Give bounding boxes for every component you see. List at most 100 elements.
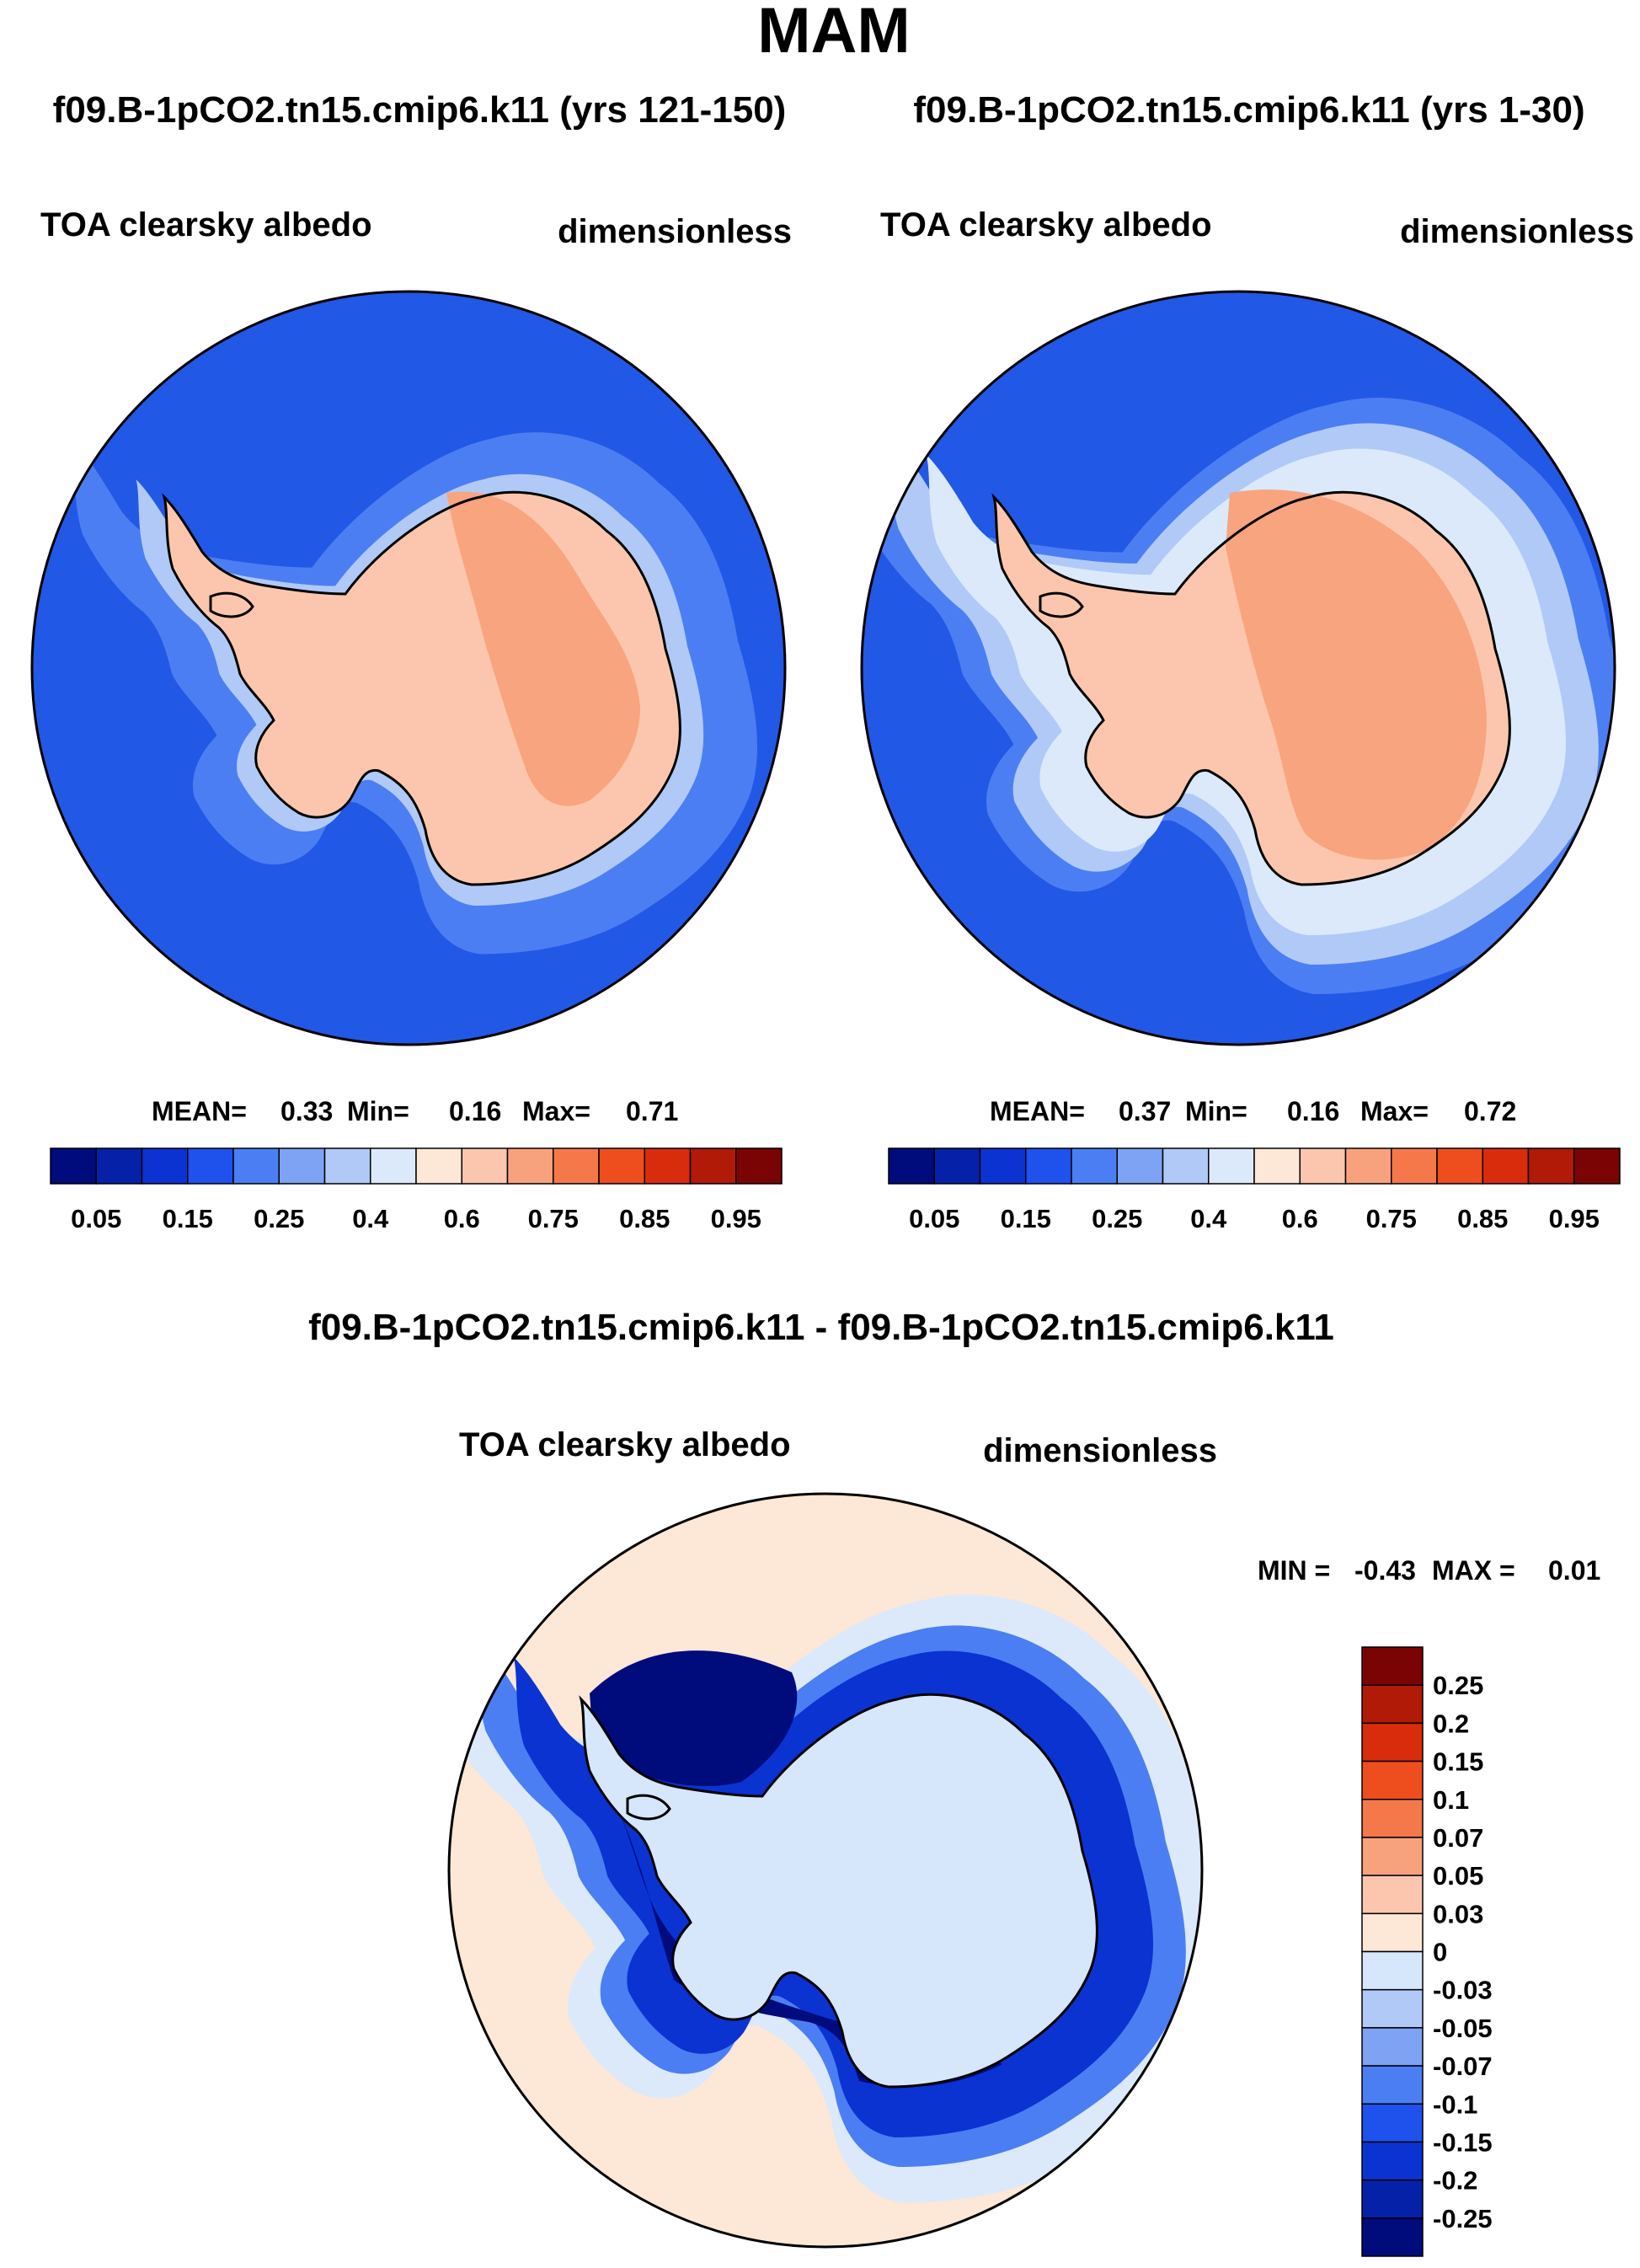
colorbar-tick-label: -0.25: [1433, 2204, 1493, 2233]
colorbar-tick-label: 0.75: [1366, 1204, 1417, 1233]
colorbar-tick-label: 0.1: [1433, 1785, 1469, 1815]
colorbar-swatch: [1253, 1147, 1301, 1185]
colorbar-swatch: [1361, 2103, 1424, 2143]
figure-title: MAM: [757, 0, 911, 67]
colorbar-swatch: [50, 1147, 97, 1185]
colorbar-swatch: [598, 1147, 645, 1185]
polar-map-left: [32, 292, 785, 1045]
colorbar-swatch: [1361, 2179, 1424, 2219]
colorbar-tick-label: 0.75: [528, 1204, 579, 1233]
colorbar-tick-label: 0.25: [254, 1204, 304, 1233]
panel-left-units: dimensionless: [558, 213, 792, 250]
panel-left-case-title: f09.B-1pCO2.tn15.cmip6.k11 (yrs 121-150): [53, 89, 787, 131]
mean-value: 0.33: [280, 1096, 333, 1126]
panel-right: f09.B-1pCO2.tn15.cmip6.k11 (yrs 1-30) TO…: [860, 89, 1634, 1233]
min-value: -0.43: [1354, 1555, 1416, 1586]
diff-title: f09.B-1pCO2.tn15.cmip6.k11 - f09.B-1pCO2…: [308, 1307, 1334, 1348]
colorbar-left: 0.05 0.15 0.25 0.4 0.6 0.75 0.85 0.95: [50, 1147, 783, 1233]
map-boundary: [860, 290, 1616, 1046]
max-label: MAX =: [1432, 1555, 1515, 1586]
max-value: 0.72: [1464, 1096, 1516, 1126]
colorbar-swatch: [1208, 1147, 1255, 1185]
panel-right-variable: TOA clearsky albedo: [880, 206, 1212, 243]
colorbar-tick-label: 0.2: [1433, 1709, 1469, 1738]
colorbar-swatch: [278, 1147, 326, 1185]
colorbar-swatch: [1482, 1147, 1530, 1185]
colorbar-swatch: [1361, 1950, 1424, 1991]
ice-shelf-outline: [626, 1794, 671, 1821]
colorbar-swatch: [1116, 1147, 1164, 1185]
colorbar-swatch: [553, 1147, 600, 1185]
min-label: Min=: [347, 1096, 409, 1126]
colorbar-tick-label: 0.95: [1549, 1204, 1600, 1233]
min-label: Min=: [1185, 1096, 1247, 1126]
colorbar-swatch: [1361, 2065, 1424, 2105]
colorbar-swatch: [232, 1147, 280, 1185]
colorbar-swatch: [1299, 1147, 1347, 1185]
ice-shelf-outline: [1039, 591, 1084, 618]
colorbar-swatch: [735, 1147, 783, 1185]
min-label: MIN =: [1258, 1555, 1330, 1586]
panel-left-variable: TOA clearsky albedo: [40, 206, 372, 243]
colorbar-tick-label: 0.85: [1457, 1204, 1508, 1233]
colorbar-swatch: [1162, 1147, 1210, 1185]
colorbar-tick-label: -0.03: [1433, 1976, 1493, 2005]
colorbar-swatch: [1361, 1799, 1424, 1838]
mean-value: 0.37: [1119, 1096, 1171, 1126]
colorbar-swatch: [461, 1147, 509, 1185]
colorbar-right: 0.05 0.15 0.25 0.4 0.6 0.75 0.85 0.95: [888, 1147, 1621, 1233]
colorbar-swatch: [1361, 1912, 1424, 1953]
colorbar-tick-label: 0.25: [1092, 1204, 1142, 1233]
max-label: Max=: [1360, 1096, 1429, 1126]
colorbar-tick-label: 0.05: [909, 1204, 959, 1233]
colorbar-tick-label: 0.07: [1433, 1823, 1483, 1853]
high-albedo-plateau: [1226, 489, 1487, 860]
diff-max-peninsula-region: [590, 1650, 798, 1787]
colorbar-swatch: [1361, 2217, 1424, 2257]
colorbar-tick-label: 0.05: [71, 1204, 121, 1233]
min-value: 0.16: [1287, 1096, 1339, 1126]
mean-label: MEAN=: [990, 1096, 1085, 1126]
colorbar-tick-label: 0.95: [711, 1204, 761, 1233]
colorbar-swatch: [933, 1147, 981, 1185]
colorbar-swatch: [95, 1147, 143, 1185]
polar-map-right: [862, 292, 1615, 1045]
colorbar-tick-label: -0.05: [1433, 2014, 1493, 2043]
colorbar-swatch: [689, 1147, 737, 1185]
colorbar-tick-label: 0.6: [1282, 1204, 1318, 1233]
colorbar-swatch: [1527, 1147, 1575, 1185]
colorbar-swatch: [1573, 1147, 1621, 1185]
colorbar-swatch: [1436, 1147, 1483, 1185]
max-value: 0.01: [1548, 1555, 1600, 1586]
colorbar-swatch: [1361, 1684, 1424, 1725]
max-value: 0.71: [626, 1096, 678, 1126]
colorbar-swatch: [1361, 1988, 1424, 2029]
colorbar-swatch: [644, 1147, 692, 1185]
polar-map-difference: [449, 1494, 1202, 2247]
colorbar-tick-label: -0.1: [1433, 2089, 1477, 2119]
colorbar-swatch: [415, 1147, 462, 1185]
high-albedo-plateau: [446, 491, 640, 806]
panel-difference: f09.B-1pCO2.tn15.cmip6.k11 - f09.B-1pCO2…: [308, 1307, 1600, 2257]
colorbar-swatch: [1361, 1875, 1424, 1915]
colorbar-swatch: [1361, 1722, 1424, 1763]
colorbar-tick-label: 0.85: [619, 1204, 670, 1233]
colorbar-tick-label: -0.07: [1433, 2051, 1493, 2081]
colorbar-tick-label: 0.15: [163, 1204, 213, 1233]
colorbar-swatch: [1361, 1760, 1424, 1800]
panel-right-units: dimensionless: [1400, 213, 1634, 250]
colorbar-swatch: [1391, 1147, 1438, 1185]
diff-variable: TOA clearsky albedo: [459, 1426, 791, 1463]
colorbar-swatch: [187, 1147, 234, 1185]
panel-left-stats: MEAN= 0.33 Min= 0.16 Max= 0.71: [152, 1096, 678, 1126]
colorbar-swatch: [1071, 1147, 1118, 1185]
colorbar-swatch: [1361, 1837, 1424, 1876]
colorbar-swatch: [888, 1147, 935, 1185]
colorbar-tick-label: 0.25: [1433, 1671, 1483, 1700]
map-boundary: [30, 290, 787, 1046]
colorbar-tick-label: 0.4: [1190, 1204, 1227, 1233]
min-value: 0.16: [449, 1096, 501, 1126]
colorbar-tick-label: 0.4: [352, 1204, 389, 1233]
map-boundary: [447, 1492, 1204, 2249]
